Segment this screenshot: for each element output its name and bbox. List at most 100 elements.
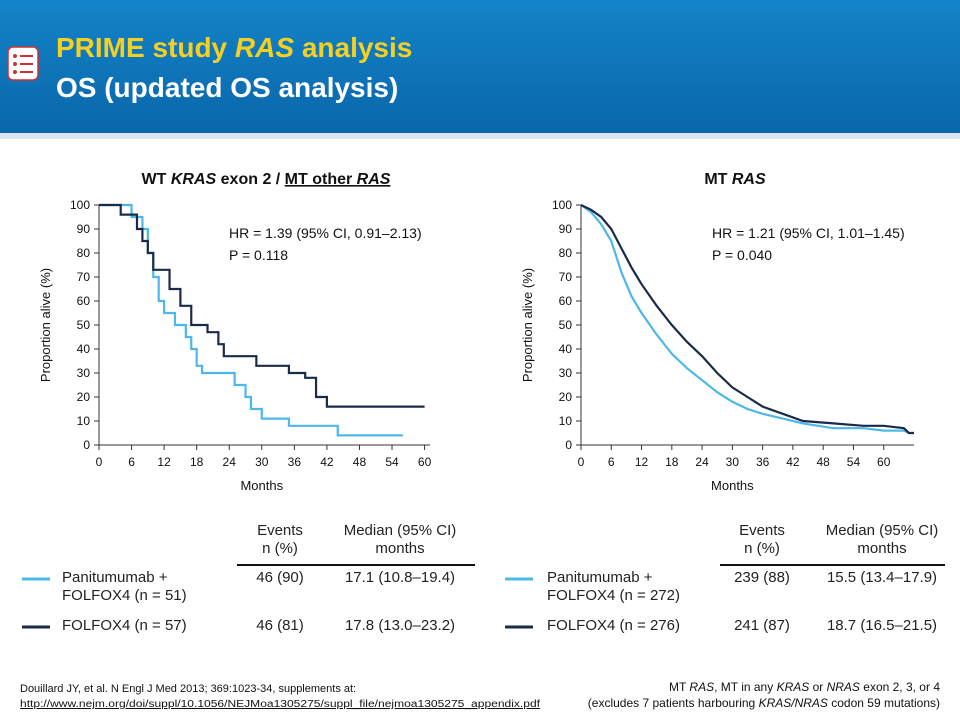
table-header: Events (739, 522, 785, 539)
y-tick-label: 100 (552, 198, 572, 212)
median-cell: 15.5 (13.4–17.9) (826, 569, 938, 586)
text-segment: PRIME study (56, 32, 235, 63)
y-tick-label: 50 (559, 318, 573, 332)
y-tick-label: 10 (559, 414, 573, 428)
table-header: n (%) (744, 540, 780, 557)
y-tick-label: 80 (77, 246, 91, 260)
x-tick-label: 48 (353, 455, 367, 469)
x-tick-label: 18 (665, 455, 679, 469)
x-tick-label: 42 (786, 455, 800, 469)
table-header: Events (257, 522, 303, 539)
text-segment: analysis (294, 32, 412, 63)
x-tick-label: 6 (128, 455, 135, 469)
x-axis-label: Months (240, 478, 283, 493)
text-segment: exon 2, 3, or 4 (860, 680, 940, 694)
slide-subtitle: OS (updated OS analysis) (56, 72, 398, 103)
x-tick-label: 36 (756, 455, 770, 469)
footnote-url: http://www.nejm.org/doi/suppl/10.1056/NE… (20, 699, 540, 710)
y-axis-label: Proportion alive (%) (38, 268, 53, 382)
table-header: n (%) (262, 540, 298, 557)
x-tick-label: 30 (726, 455, 740, 469)
legend-label: Panitumumab + FOLFOX4 (n = 272) (547, 569, 680, 604)
x-axis-label: Months (711, 478, 754, 493)
legend-label: FOLFOX4 (n = 57) (62, 617, 187, 634)
survival-curve (580, 204, 914, 435)
text-segment: or (809, 680, 826, 694)
text-segment: RAS (732, 171, 766, 188)
y-tick-label: 90 (77, 222, 91, 236)
x-tick-label: 24 (695, 455, 709, 469)
text-segment: exon 2 / (216, 171, 284, 188)
y-tick-label: 60 (77, 294, 91, 308)
y-tick-label: 80 (559, 246, 573, 260)
events-cell: 241 (87) (734, 617, 790, 634)
y-tick-label: 30 (559, 366, 573, 380)
events-cell: 46 (90) (256, 569, 304, 586)
header-shadow (0, 133, 960, 139)
text-segment: codon 59 mutations) (828, 696, 940, 710)
x-tick-label: 36 (288, 455, 302, 469)
text-segment: NRAS (827, 680, 860, 694)
text-segment: , MT in any (714, 680, 776, 694)
legend-label: FOLFOX4 (n = 276) (547, 617, 680, 634)
y-tick-label: 0 (83, 438, 90, 452)
text-segment: MT (669, 680, 689, 694)
x-tick-label: 0 (578, 455, 585, 469)
text-segment: WT (142, 171, 171, 188)
table-header: months (857, 540, 907, 557)
icon (7, 46, 39, 81)
legend-label: Panitumumab + FOLFOX4 (n = 51) (62, 569, 187, 604)
table-header: Median (95% CI) (825, 522, 939, 539)
x-tick-label: 30 (255, 455, 269, 469)
y-tick-label: 70 (559, 270, 573, 284)
chart-title: MT RAS (704, 171, 766, 188)
table-header: months (375, 540, 425, 557)
survival-curve (580, 204, 914, 435)
x-tick-label: 48 (817, 455, 831, 469)
annotation: P = 0.118 (229, 247, 288, 263)
text-segment: KRAS/NRAS (759, 696, 828, 710)
y-tick-label: 20 (77, 390, 91, 404)
x-tick-label: 12 (635, 455, 649, 469)
text-segment: KRAS (171, 171, 217, 188)
y-tick-label: 90 (559, 222, 573, 236)
y-tick-label: 100 (70, 198, 90, 212)
x-tick-label: 18 (190, 455, 204, 469)
survival-curve (99, 203, 425, 408)
y-tick-label: 20 (559, 390, 573, 404)
x-tick-label: 54 (847, 455, 861, 469)
y-tick-label: 60 (559, 294, 573, 308)
x-tick-label: 54 (385, 455, 399, 469)
text-segment: RAS (357, 171, 391, 188)
annotation: HR = 1.39 (95% CI, 0.91–2.13) (229, 225, 422, 241)
annotation: HR = 1.21 (95% CI, 1.01–1.45) (712, 225, 905, 241)
y-tick-label: 10 (77, 414, 91, 428)
x-tick-label: 12 (157, 455, 171, 469)
footnote: MT RAS, MT in any KRAS or NRAS exon 2, 3… (669, 680, 940, 694)
x-tick-label: 42 (320, 455, 334, 469)
median-cell: 17.1 (10.8–19.4) (344, 569, 456, 586)
x-tick-label: 24 (223, 455, 237, 469)
y-tick-label: 0 (565, 438, 572, 452)
text-segment: (excludes 7 patients harbouring (588, 696, 759, 710)
y-tick-label: 40 (77, 342, 91, 356)
median-cell: 18.7 (16.5–21.5) (826, 617, 938, 634)
y-axis-label: Proportion alive (%) (520, 268, 535, 382)
annotation: P = 0.040 (712, 247, 772, 263)
events-cell: 239 (88) (734, 569, 790, 586)
chart-title: WT KRAS exon 2 / MT other RAS (142, 171, 391, 188)
x-tick-label: 0 (96, 455, 103, 469)
x-tick-label: 60 (877, 455, 891, 469)
footnote: Douillard JY, et al. N Engl J Med 2013; … (20, 683, 356, 695)
events-cell: 46 (81) (256, 617, 304, 634)
x-tick-label: 60 (418, 455, 432, 469)
text-segment: KRAS (777, 680, 810, 694)
text-segment: MT (704, 171, 732, 188)
text-segment: RAS (235, 32, 294, 63)
table-header: Median (95% CI) (343, 522, 457, 539)
text-segment: RAS (689, 680, 714, 694)
text-segment: MT other (285, 171, 357, 188)
median-cell: 17.8 (13.0–23.2) (344, 617, 456, 634)
